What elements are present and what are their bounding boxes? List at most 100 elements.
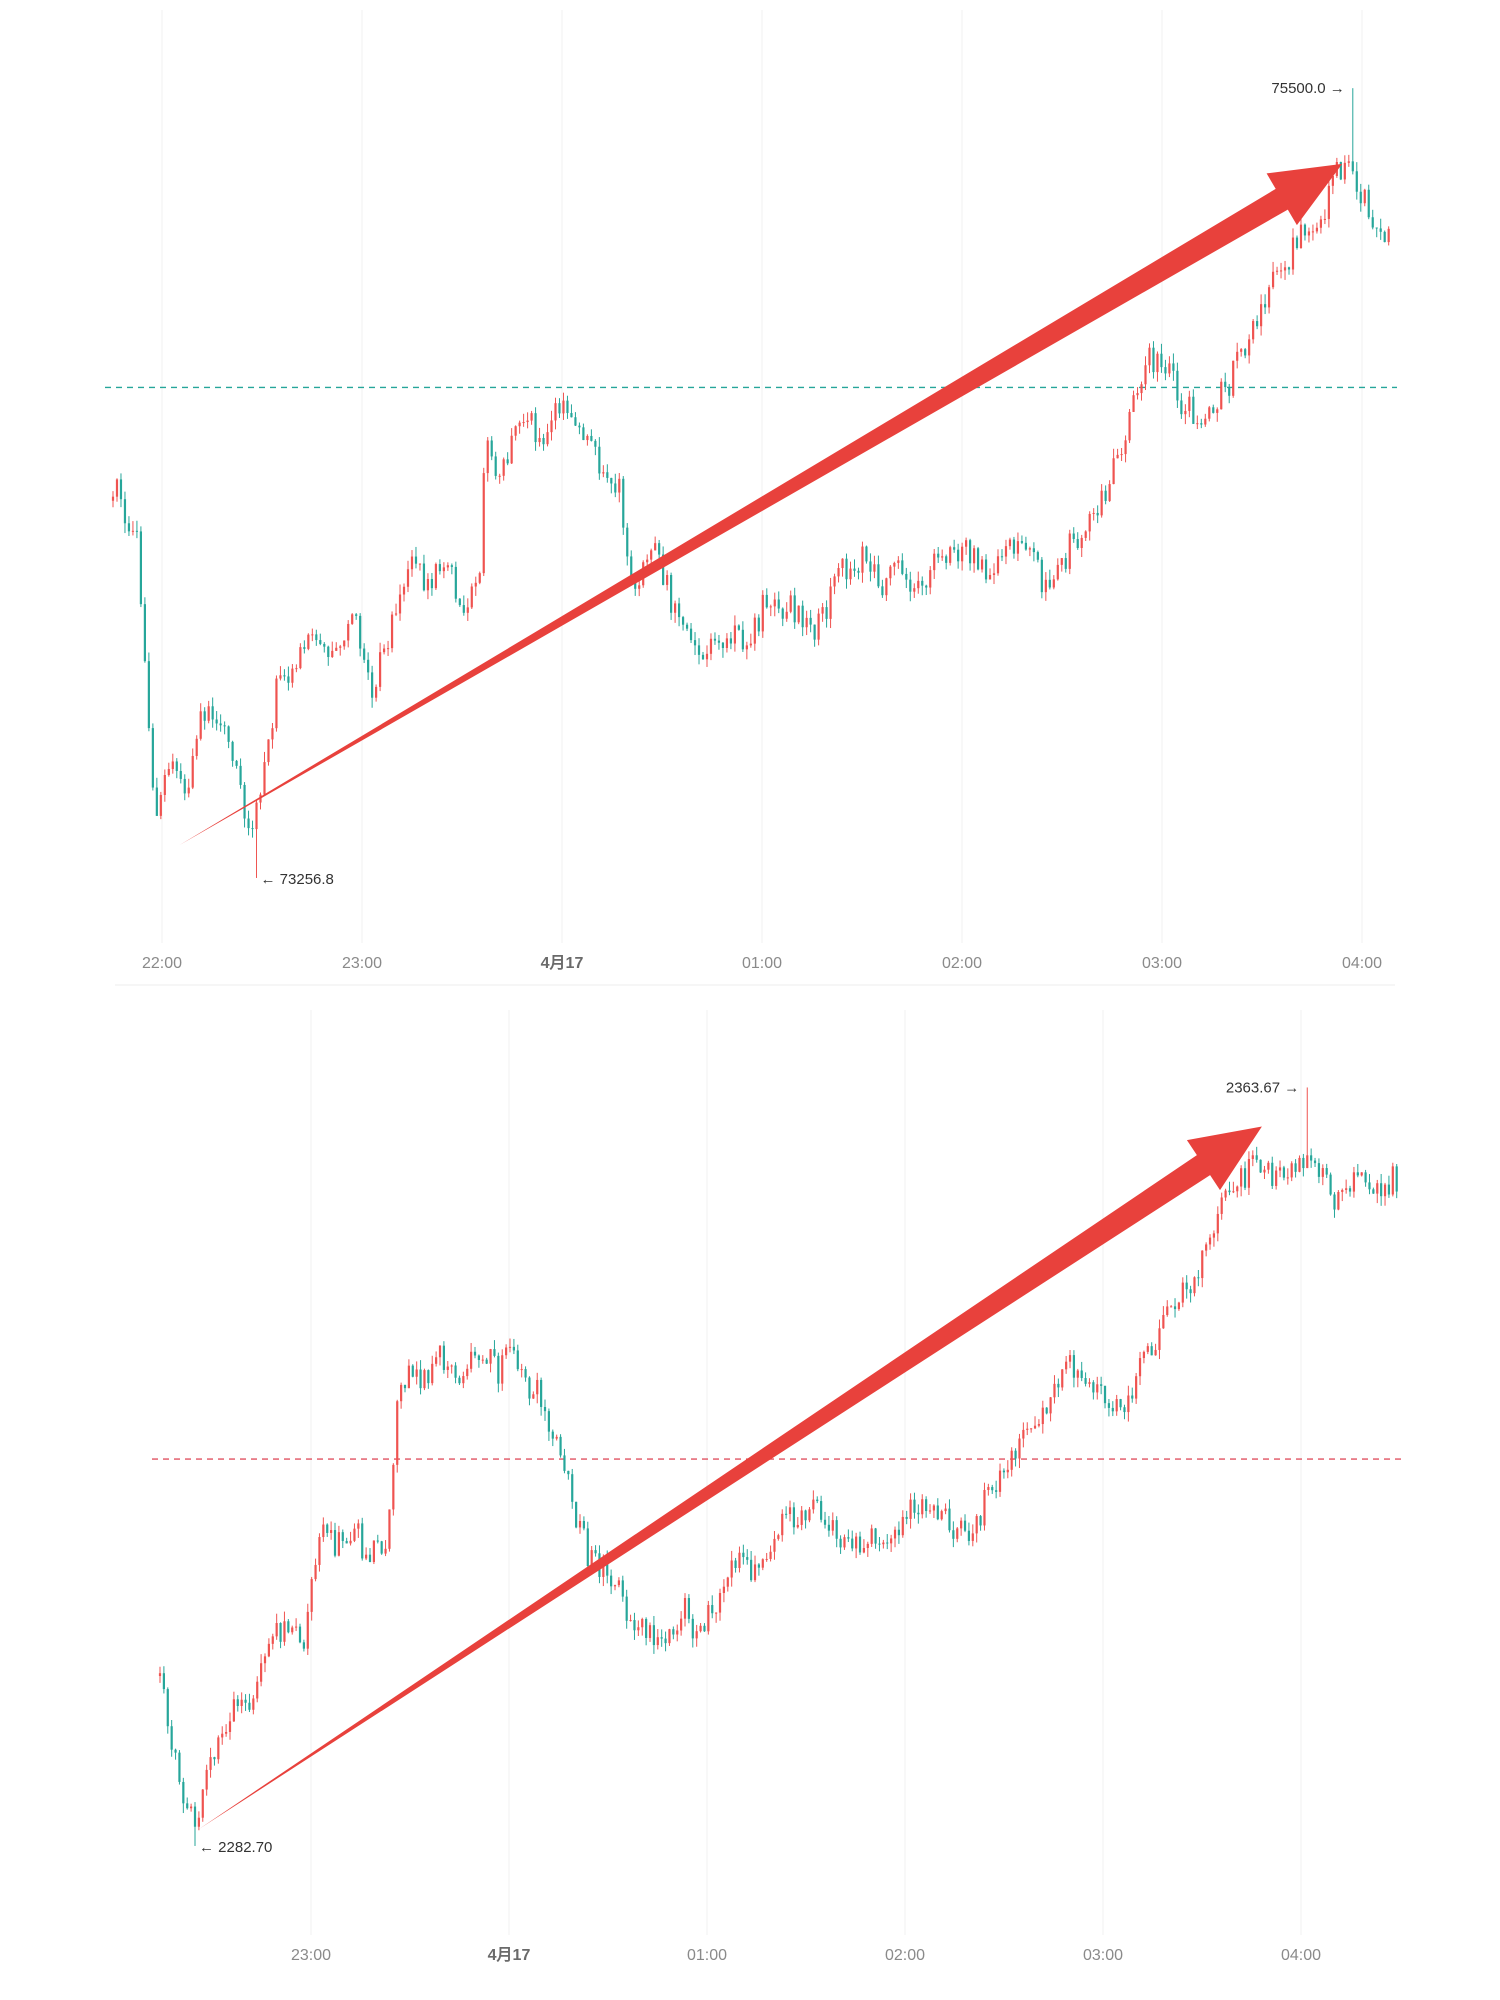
candle-body	[1240, 349, 1243, 352]
candle-body	[789, 595, 792, 612]
candle-body	[729, 638, 733, 644]
candle-body	[221, 1733, 224, 1738]
candle-body	[1275, 1170, 1278, 1186]
candle-body	[1065, 1361, 1068, 1370]
candle-body	[808, 1509, 811, 1521]
candle-body	[1173, 1306, 1177, 1310]
candle-body	[676, 1630, 679, 1635]
candle-body	[139, 531, 143, 605]
candle-body	[909, 579, 912, 592]
candle-body	[1076, 539, 1079, 548]
candle-body	[660, 1637, 663, 1639]
candle-body	[458, 598, 461, 606]
candle-body	[337, 1532, 340, 1556]
candle-body	[386, 648, 390, 650]
candle-body	[602, 1560, 605, 1577]
x-tick-label: 23:00	[291, 1947, 331, 1964]
candle-body	[1391, 1166, 1394, 1195]
candle-body	[526, 420, 529, 423]
candle-body	[816, 1499, 819, 1502]
candle-body	[1144, 365, 1147, 385]
candle-body	[430, 579, 434, 589]
candle-body	[1395, 1166, 1398, 1192]
candle-body	[972, 548, 976, 564]
candle-body	[326, 1524, 329, 1533]
candle-body	[442, 1345, 445, 1370]
candle-body	[717, 640, 721, 643]
high-price-label: 2363.67 →	[1226, 1079, 1299, 1096]
candle-body	[769, 1551, 772, 1559]
candle-body	[849, 568, 852, 580]
candle-body	[681, 617, 685, 625]
candle-body	[750, 1559, 753, 1581]
candle-body	[1030, 1428, 1033, 1430]
candle-body	[454, 1365, 457, 1378]
candle-body	[217, 1737, 220, 1760]
candle-body	[1232, 1191, 1235, 1193]
candle-body	[540, 1379, 543, 1407]
candle-body	[1283, 267, 1287, 271]
candle-body	[1383, 231, 1386, 243]
candle-body	[917, 1512, 920, 1515]
candle-body	[349, 1540, 352, 1544]
candle-body	[598, 446, 601, 474]
candle-body	[1002, 1470, 1006, 1473]
candle-body	[570, 413, 573, 418]
candle-body	[1323, 218, 1326, 220]
candle-body	[478, 573, 481, 583]
candle-body	[793, 595, 796, 623]
candle-body	[991, 1487, 994, 1491]
candle-body	[1286, 1177, 1289, 1179]
candle-body	[709, 638, 713, 654]
candle-body	[1282, 1167, 1286, 1178]
candle-body	[800, 1510, 803, 1525]
candle-body	[422, 563, 426, 591]
candle-body	[823, 1519, 827, 1525]
candle-body	[361, 1523, 364, 1559]
candle-body	[1371, 217, 1374, 228]
candle-body	[613, 1585, 617, 1587]
candle-body	[310, 1579, 313, 1612]
candle-body	[1135, 1376, 1138, 1399]
candle-body	[829, 586, 832, 619]
candle-body	[835, 1520, 838, 1539]
candle-body	[1364, 1172, 1367, 1183]
x-tick-label: 04:00	[1342, 955, 1382, 972]
candle-body	[742, 1552, 745, 1558]
candle-body	[963, 1520, 967, 1531]
candle-body	[995, 1490, 998, 1492]
candle-body	[687, 1598, 691, 1619]
candle-body	[1240, 1168, 1243, 1187]
candle-body	[318, 1537, 321, 1565]
candle-body	[658, 543, 661, 555]
x-tick-label: 02:00	[942, 955, 982, 972]
candle-body	[1064, 558, 1067, 569]
candle-body	[343, 640, 346, 647]
candle-body	[701, 654, 705, 660]
candle-body	[143, 604, 146, 662]
candle-body	[536, 1379, 539, 1395]
candle-body	[1103, 1385, 1107, 1404]
candle-body	[1107, 1403, 1111, 1408]
candle-body	[1131, 1395, 1134, 1399]
candle-body	[909, 1499, 912, 1519]
candle-body	[1290, 1163, 1293, 1178]
candle-body	[263, 762, 266, 795]
candle-body	[1111, 1407, 1114, 1412]
eth-candlestick-chart[interactable]: 2363.67 → ← 2282.70 23:00 4月17 01:00 02:00 03:…	[0, 1000, 1500, 2000]
candle-body	[1345, 1188, 1348, 1190]
candle-body	[1024, 542, 1028, 550]
candle-body	[1319, 219, 1323, 228]
candle-body	[111, 496, 115, 501]
candle-body	[1192, 396, 1195, 424]
candle-body	[590, 435, 593, 441]
candle-body	[566, 400, 569, 414]
candle-body	[980, 559, 984, 570]
btc-candlestick-chart[interactable]: 75500.0 → ← 73256.8 22:00 23:00 4月17 01:00 02:…	[0, 0, 1500, 1000]
candle-body	[654, 543, 657, 551]
btc-chart-panel: 75500.0 → ← 73256.8 22:00 23:00 4月17 01:00 02:…	[0, 0, 1500, 1000]
candle-body	[1148, 347, 1151, 366]
candle-body	[1018, 1438, 1021, 1459]
candle-body	[1321, 1168, 1324, 1177]
candle-body	[1298, 1157, 1301, 1172]
